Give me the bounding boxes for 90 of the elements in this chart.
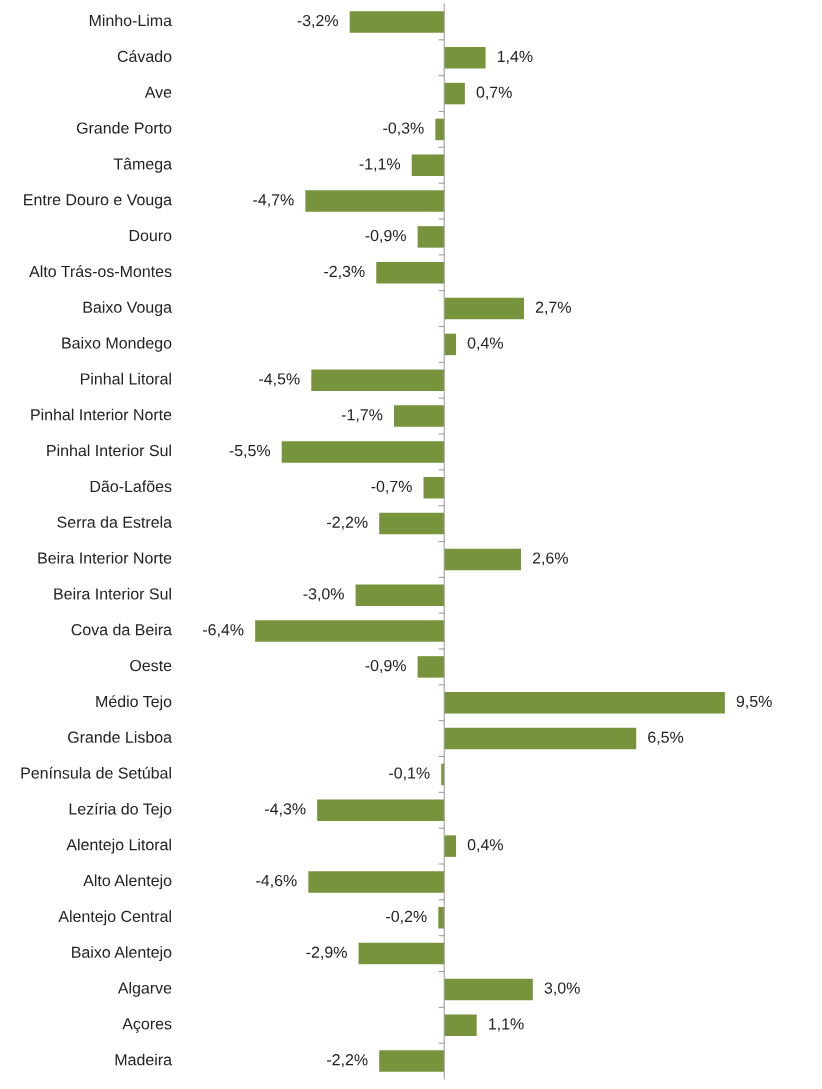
y-tick-label: Baixo Alentejo: [72, 946, 172, 962]
y-tick-label: Entre Douro e Vouga: [24, 194, 173, 209]
bar: [444, 727, 637, 750]
data-label: -2,9%: [306, 946, 347, 960]
data-label: -0,1%: [389, 767, 430, 781]
bar: [317, 799, 445, 821]
data-label: -5,5%: [229, 444, 271, 459]
y-tick-label: Alentejo Central: [58, 910, 171, 926]
data-label: -3,0%: [303, 588, 344, 602]
bar: [308, 871, 445, 893]
y-tick-label: Cova da Beira: [71, 623, 172, 636]
data-label: 2,6%: [532, 552, 568, 566]
y-tick-label: Grande Porto: [76, 121, 172, 134]
bar: [444, 47, 486, 69]
y-tick-label: Alto Trás-os-Montes: [29, 265, 172, 278]
y-tick-label: Lezíria do Tejo: [69, 802, 172, 818]
data-label: -0,2%: [386, 910, 427, 924]
data-label: 2,7%: [535, 301, 571, 315]
y-tick-label: Médio Tejo: [96, 695, 172, 711]
bar: [438, 907, 445, 929]
bar: [358, 942, 445, 965]
bar: [305, 190, 445, 212]
data-label: -2,2%: [327, 1054, 368, 1068]
y-tick-label: Dão-Lafões: [90, 480, 172, 493]
y-tick-label: Douro: [129, 230, 172, 242]
data-label: -2,3%: [324, 265, 365, 279]
bar: [311, 369, 445, 391]
bar: [417, 656, 445, 678]
y-tick-label: Beira Interior Sul: [54, 587, 171, 600]
bar: [423, 477, 445, 499]
data-label: -4,3%: [265, 803, 306, 817]
y-tick-label: Pinhal Litoral: [80, 372, 171, 385]
y-tick-label: Beira Interior Norte: [38, 551, 172, 564]
data-label: 3,0%: [544, 982, 580, 996]
data-label: 0,4%: [467, 337, 503, 351]
bar: [444, 1014, 477, 1036]
bar: [349, 11, 445, 33]
bar: [444, 978, 533, 1001]
y-tick-label: Tâmega: [113, 157, 172, 173]
bar: [393, 405, 445, 427]
data-label: -0,3%: [383, 122, 424, 136]
data-label: -0,9%: [365, 659, 406, 674]
y-tick-label: Alentejo Litoral: [66, 838, 171, 854]
y-tick-label: Ave: [144, 86, 172, 98]
bar: [379, 1050, 445, 1072]
bar: [411, 154, 445, 176]
y-tick-label: Pinhal Interior Norte: [31, 408, 172, 421]
data-label: -4,6%: [256, 874, 297, 889]
y-tick-label: Alto Alentejo: [83, 874, 172, 890]
y-tick-label: Grande Lisboa: [68, 731, 173, 743]
data-label: -2,2%: [327, 516, 368, 530]
bar: [435, 118, 445, 141]
bar: [379, 512, 445, 535]
bar: [444, 692, 725, 714]
y-tick-label: Minho-Lima: [89, 14, 172, 27]
bar: [355, 584, 445, 606]
bar: [255, 620, 445, 642]
y-tick-label: Baixo Vouga: [83, 301, 172, 317]
data-label: 1,1%: [489, 1018, 524, 1032]
bar: [444, 548, 522, 571]
data-label: -4,5%: [259, 373, 300, 387]
data-label: -3,2%: [297, 14, 338, 29]
data-label: 0,4%: [467, 839, 503, 853]
data-label: 1,4%: [497, 50, 533, 64]
data-label: -1,1%: [359, 158, 401, 172]
data-label: -1,7%: [341, 409, 383, 423]
y-tick-label: Açores: [122, 1018, 172, 1033]
bar: [417, 226, 445, 248]
data-label: -0,7%: [371, 480, 412, 494]
y-tick-label: Serra da Estrela: [57, 516, 173, 528]
data-label: 6,5%: [648, 731, 684, 745]
data-label: -6,4%: [203, 624, 244, 638]
y-tick-label: Península de Setúbal: [21, 766, 171, 779]
y-tick-label: Baixo Mondego: [62, 336, 172, 352]
bar: [444, 333, 457, 356]
y-tick-label: Algarve: [117, 981, 172, 997]
y-tick-label: Pinhal Interior Sul: [47, 444, 171, 457]
bar: [444, 835, 457, 857]
bar: [441, 763, 445, 786]
y-tick-label: Oeste: [130, 659, 172, 672]
bar: [444, 82, 465, 105]
bar: [281, 441, 445, 463]
bar: [444, 297, 524, 320]
y-tick-label: Cávado: [117, 50, 172, 63]
data-label: 9,5%: [736, 695, 772, 709]
data-label: 0,7%: [476, 86, 512, 100]
y-tick-label: Madeira: [115, 1053, 172, 1066]
bar: [376, 262, 445, 284]
data-label: -4,7%: [253, 194, 294, 208]
data-label: -0,9%: [365, 229, 406, 244]
